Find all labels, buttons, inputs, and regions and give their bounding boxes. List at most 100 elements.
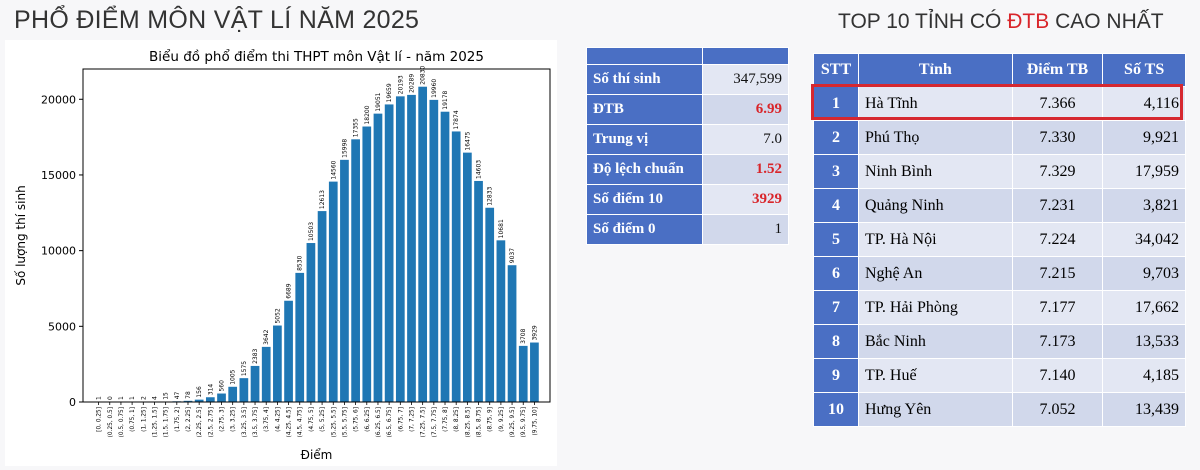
x-tick-label: (4, 4.25] [275,407,281,432]
table-row: 7 TP. Hải Phòng 7.177 17,662 [813,290,1186,325]
avg-cell: 7.215 [1011,256,1104,291]
bar-value-label: 10503 [308,222,315,241]
province-cell: Hưng Yên [858,392,1013,427]
bar-value-label: 6689 [286,283,293,298]
summary-stats-table: Số thí sinh 347,599 ĐTB 6.99 Trung vị 7.… [586,47,789,245]
bar-value-label: 19960 [431,79,438,98]
histogram-bar [429,99,439,403]
bar-value-label: 8530 [297,255,304,270]
bar-value-label: 4 [151,396,158,400]
avg-cell: 7.231 [1011,188,1104,223]
table-row: 3 Ninh Bình 7.329 17,959 [813,154,1186,189]
x-tick-label: (5.5, 5.75] [342,407,348,437]
count-cell: 17,959 [1102,154,1186,189]
histogram-bar [362,126,372,402]
province-cell: TP. Hà Nội [858,222,1013,257]
table-row: 1 Hà Tĩnh 7.366 4,116 [813,86,1186,121]
histogram-bar [451,131,461,402]
count-cell: 13,439 [1102,392,1186,427]
bar-value-label: 18200 [364,105,371,124]
bar-value-label: 5052 [274,308,281,323]
x-tick-label: (2.75, 3] [220,407,226,432]
x-tick-label: (3.5, 3.75] [253,407,259,437]
table-row: 8 Bắc Ninh 7.173 13,533 [813,324,1186,359]
x-tick-label: (8.5, 8.75] [477,407,483,437]
avg-cell: 7.224 [1011,222,1104,257]
bar-value-label: 20289 [408,74,415,93]
rank-cell: 4 [813,188,859,223]
y-tick-label: 0 [69,396,76,409]
rank-cell: 3 [813,154,859,189]
stats-label: Số điểm 0 [586,214,703,245]
x-tick-label: (8.75, 9] [488,407,494,432]
x-axis-label: Điểm [301,448,333,462]
chart-title: Biểu đồ phổ điểm thi THPT môn Vật lí - n… [149,48,484,65]
top10-title-pre: TOP 10 TỈNH CÓ [838,10,1008,33]
histogram-bar [205,397,215,402]
table-row: 6 Nghệ An 7.215 9,703 [813,256,1186,291]
histogram-bar [273,325,282,402]
x-tick-label: [0, 0.25] [97,407,103,432]
header-avg: Điểm TB [1011,53,1104,87]
header-province: Tỉnh [858,53,1013,87]
stats-label: Trung vị [586,124,703,155]
rank-cell: 7 [813,290,859,325]
bar-value-label: 2 [140,396,147,400]
histogram-panel: Biểu đồ phổ điểm thi THPT môn Vật lí - n… [5,40,557,466]
top10-title: TOP 10 TỈNH CÓ ĐTB CAO NHẤT [838,10,1164,34]
count-cell: 4,116 [1102,86,1186,121]
count-cell: 9,921 [1102,120,1186,155]
histogram-bar [228,386,238,402]
x-tick-label: (8.25, 8.5] [465,407,471,437]
x-tick-label: (1.25, 1.5] [152,407,158,437]
bar-value-label: 560 [219,380,226,392]
rank-cell: 8 [813,324,859,359]
bar-value-label: 14603 [476,160,483,179]
stats-row: Trung vị 7.0 [586,124,789,155]
bar-value-label: 19051 [375,92,382,111]
y-axis-label: Số lượng thí sinh [14,185,28,285]
bar-value-label: 78 [185,391,192,399]
x-tick-label: (5, 5.25] [320,407,326,432]
bar-value-label: 19178 [442,90,449,109]
histogram-bar [239,378,249,402]
bar-value-label: 19659 [386,83,393,102]
rank-cell: 9 [813,358,859,393]
y-tick-label: 15000 [41,169,76,182]
x-tick-label: (2.25, 2.5] [197,407,203,437]
top10-title-post: CAO NHẤT [1049,10,1164,33]
histogram-bar [496,240,506,402]
bar-value-label: 9037 [509,248,516,263]
bar-value-label: 20830 [420,65,427,84]
avg-cell: 7.366 [1011,86,1104,121]
bar-value-label: 12613 [319,190,326,209]
bar-value-label: 12833 [487,186,494,205]
table-row: 9 TP. Huế 7.140 4,185 [813,358,1186,393]
bar-value-label: 3929 [531,325,538,340]
histogram-bar [418,86,428,403]
histogram-bar [373,113,383,402]
x-tick-label: (3, 3.25] [231,407,237,432]
x-tick-label: (6, 6.25] [365,407,371,432]
x-tick-label: (1.5, 1.75] [164,407,170,437]
bar-value-label: 17874 [453,110,460,129]
top10-title-highlight: ĐTB [1007,10,1050,33]
histogram-bar [351,139,360,402]
stats-value: 1.52 [702,154,789,185]
histogram-bar [194,399,204,402]
histogram-bar [407,94,416,402]
stats-value: 6.99 [702,94,789,125]
histogram-bar [395,96,405,402]
x-tick-label: (9.75, 10] [532,407,538,436]
bar-value-label: 1005 [230,369,237,384]
table-row: 4 Quảng Ninh 7.231 3,821 [813,188,1186,223]
stats-row: Số điểm 0 1 [586,214,789,245]
rank-cell: 10 [813,392,859,427]
x-tick-label: (0.5, 0.75] [119,407,125,437]
province-cell: Nghệ An [858,256,1013,291]
count-cell: 13,533 [1102,324,1186,359]
histogram-bar [485,207,495,402]
x-tick-label: (4.25, 4.5] [287,407,293,437]
histogram-bar [306,243,316,402]
stats-label: Số điểm 10 [586,184,703,215]
